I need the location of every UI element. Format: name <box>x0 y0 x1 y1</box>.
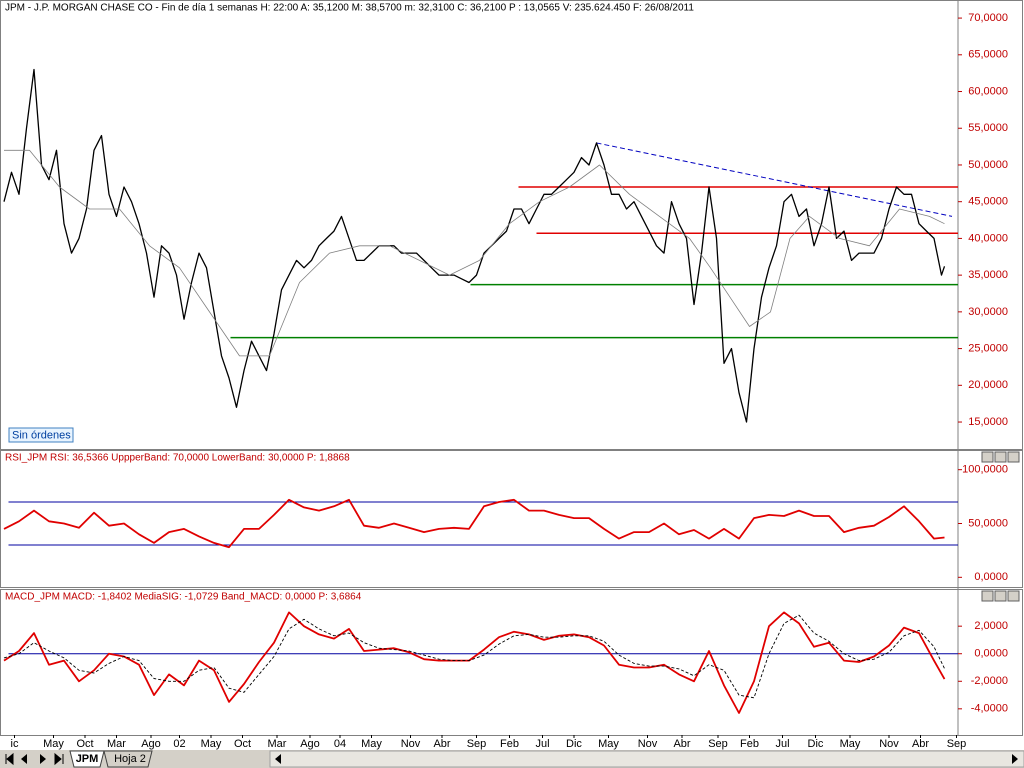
y-tick-label: -4,0000 <box>971 703 1008 715</box>
x-tick-label: Mar <box>268 738 287 750</box>
x-tick-label: Feb <box>740 738 759 750</box>
x-tick-label: Sep <box>947 738 967 750</box>
scrollbar[interactable] <box>269 750 1024 768</box>
tab-label[interactable]: JPM <box>76 753 99 765</box>
x-tick-label: Jul <box>775 738 789 750</box>
panel-title: RSI_JPM RSI: 36,5366 UppperBand: 70,0000… <box>5 453 350 464</box>
next-sheet-button[interactable] <box>40 754 46 764</box>
close-button[interactable] <box>1007 590 1020 602</box>
y-tick-label: 35,0000 <box>968 269 1008 281</box>
plot-area <box>3 68 958 423</box>
x-tick-label: ic <box>11 738 19 750</box>
y-tick-label: 20,0000 <box>968 379 1008 391</box>
y-tick-label: 60,0000 <box>968 85 1008 97</box>
panel-frames <box>0 0 1023 736</box>
tab-active[interactable] <box>69 750 105 768</box>
y-tick-label: 25,0000 <box>968 342 1008 354</box>
y-tick-label: 55,0000 <box>968 122 1008 134</box>
x-tick-label: Dic <box>808 738 824 750</box>
x-tick-label: Oct <box>76 738 93 750</box>
y-tick-label: 40,0000 <box>968 232 1008 244</box>
y-tick-label: 0,0000 <box>974 648 1008 660</box>
panel-frame <box>0 589 1023 736</box>
x-tick-label: Nov <box>879 738 899 750</box>
status-box <box>8 427 74 443</box>
maximize-button[interactable] <box>994 451 1007 463</box>
x-tick-label: Feb <box>500 738 519 750</box>
y-tick-label: -2,0000 <box>971 675 1008 687</box>
y-tick-label: 70,0000 <box>968 12 1008 24</box>
x-tick-label: May <box>43 738 64 750</box>
x-tick-label: Abr <box>912 738 929 750</box>
y-tick-label: 45,0000 <box>968 196 1008 208</box>
x-tick-label: 04 <box>334 738 346 750</box>
minimize-button[interactable] <box>981 590 994 602</box>
y-tick-label: 30,0000 <box>968 306 1008 318</box>
y-tick-label: 100,0000 <box>962 464 1008 476</box>
tab-label[interactable]: Hoja 2 <box>114 753 146 765</box>
series-line <box>3 68 946 423</box>
x-tick-label: Jul <box>535 738 549 750</box>
series-line <box>3 614 945 699</box>
x-tick-label: Ago <box>141 738 161 750</box>
minimize-button[interactable] <box>981 451 994 463</box>
x-tick-label: May <box>201 738 222 750</box>
plot-area <box>3 611 958 714</box>
scroll-left[interactable] <box>275 754 281 764</box>
y-tick-label: 0,0000 <box>974 571 1008 583</box>
close-button[interactable] <box>1007 451 1020 463</box>
window-buttons[interactable] <box>981 451 1020 602</box>
y-tick-label: 50,0000 <box>968 517 1008 529</box>
x-tick-label: May <box>361 738 382 750</box>
x-tick-label: May <box>598 738 619 750</box>
x-tick-label: Oct <box>234 738 251 750</box>
maximize-button[interactable] <box>994 590 1007 602</box>
series-line <box>4 149 945 357</box>
x-tick-label: Sep <box>467 738 487 750</box>
y-tick-label: 50,0000 <box>968 159 1008 171</box>
panel-title: JPM - J.P. MORGAN CHASE CO - Fin de día … <box>5 3 694 14</box>
series-line <box>3 498 945 549</box>
panel-title: MACD_JPM MACD: -1,8402 MediaSIG: -1,0729… <box>5 592 362 603</box>
x-tick-label: Mar <box>107 738 126 750</box>
y-tick-label: 65,0000 <box>968 49 1008 61</box>
x-tick-label: Nov <box>638 738 658 750</box>
panel-frame <box>0 450 1023 588</box>
trend-line <box>596 142 953 217</box>
y-tick-label: 2,0000 <box>974 620 1008 632</box>
prev-sheet-button[interactable] <box>21 754 27 764</box>
x-tick-label: 02 <box>173 738 185 750</box>
x-tick-label: Abr <box>433 738 450 750</box>
scroll-right[interactable] <box>1012 754 1018 764</box>
panel-frame <box>0 0 1023 450</box>
x-tick-label: Nov <box>401 738 421 750</box>
x-tick-label: May <box>840 738 861 750</box>
plot-area <box>3 498 958 549</box>
y-tick-label: 15,0000 <box>968 416 1008 428</box>
x-tick-label: Sep <box>708 738 728 750</box>
series-line <box>3 611 946 714</box>
x-tick-label: Abr <box>673 738 690 750</box>
status-label: Sin órdenes <box>12 429 71 441</box>
last-sheet-button[interactable] <box>54 752 64 766</box>
sheet-navigation[interactable] <box>5 752 64 766</box>
x-tick-label: Ago <box>300 738 320 750</box>
first-sheet-button[interactable] <box>5 752 14 766</box>
tab[interactable] <box>103 750 153 768</box>
x-tick-label: Dic <box>566 738 582 750</box>
